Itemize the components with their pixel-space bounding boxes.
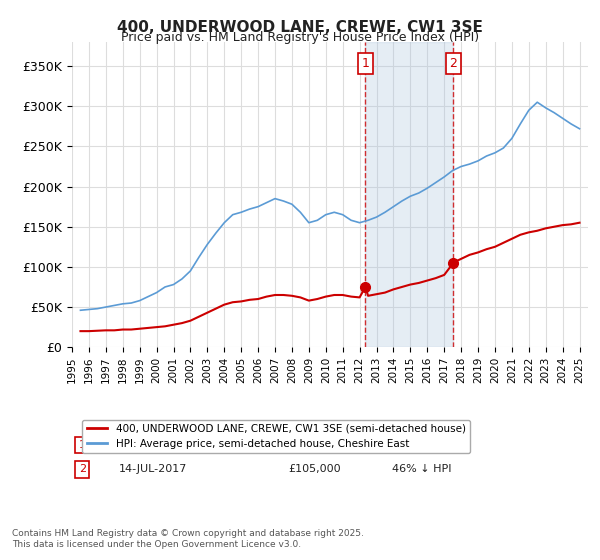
Text: £105,000: £105,000 [289,464,341,474]
Text: 1: 1 [79,440,86,450]
Bar [365,42,454,347]
Text: 14-JUL-2017: 14-JUL-2017 [118,464,187,474]
Legend: 400, UNDERWOOD LANE, CREWE, CW1 3SE (semi-detached house), HPI: Average price, s: 400, UNDERWOOD LANE, CREWE, CW1 3SE (sem… [82,419,470,453]
Text: 2: 2 [449,57,457,70]
Text: 04-MAY-2012: 04-MAY-2012 [118,440,191,450]
Text: 400, UNDERWOOD LANE, CREWE, CW1 3SE: 400, UNDERWOOD LANE, CREWE, CW1 3SE [117,20,483,35]
Text: £75,000: £75,000 [289,440,334,450]
Text: Contains HM Land Registry data © Crown copyright and database right 2025.
This d: Contains HM Land Registry data © Crown c… [12,529,364,549]
Text: 2: 2 [79,464,86,474]
Text: 46% ↓ HPI: 46% ↓ HPI [392,464,451,474]
Text: 1: 1 [361,57,369,70]
Text: Price paid vs. HM Land Registry's House Price Index (HPI): Price paid vs. HM Land Registry's House … [121,31,479,44]
Text: 52% ↓ HPI: 52% ↓ HPI [392,440,451,450]
